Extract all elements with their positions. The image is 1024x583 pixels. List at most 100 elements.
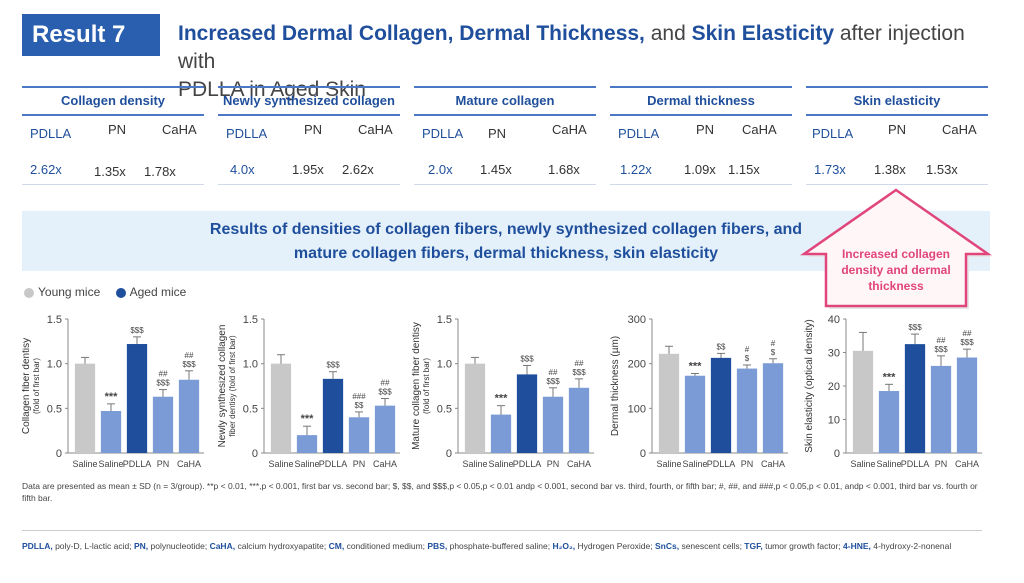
significance-label: *** xyxy=(105,391,119,403)
result-badge: Result 7 xyxy=(22,14,160,56)
x-tick-label: PN xyxy=(353,459,366,469)
significance-label: ## xyxy=(963,329,972,338)
chart-legend: Young mice Aged mice xyxy=(24,285,186,299)
banner-line-1: Results of densities of collagen fibers,… xyxy=(209,221,803,238)
metric-label-pdlla: PDLLA xyxy=(618,126,660,141)
title-text-2: after injection with xyxy=(178,22,965,73)
y-tick-label: 1.0 xyxy=(243,359,258,371)
y-axis-label: (fold of first bar) xyxy=(422,358,431,414)
y-tick-label: 0.5 xyxy=(47,403,62,415)
x-tick-label: Saline xyxy=(488,459,513,469)
significance-label: $$$ xyxy=(520,354,534,363)
metric-label-pn: PN xyxy=(696,122,715,137)
y-tick-label: 0.5 xyxy=(243,403,258,415)
metric-label-pn: PN xyxy=(304,122,323,137)
metric-label-caha: CaHA xyxy=(162,122,197,137)
metric-dermal-thickness: Dermal thickness PDLLA PN CaHA 1.22x 1.09x 1… xyxy=(610,86,792,185)
abbr-definition: calcium hydroxyapatite; xyxy=(235,541,329,551)
metric-new-collagen: Newly synthesized collagen PDLLA PN CaHA 4… xyxy=(218,86,400,185)
significance-label: ## xyxy=(185,351,194,360)
bar-4 xyxy=(152,396,174,453)
bar-1 xyxy=(270,363,292,453)
significance-label: $ xyxy=(745,354,750,363)
legend-aged-label: Aged mice xyxy=(129,285,187,299)
bar-chart-5: 0 10 20 30 40 Skin elasticity (optical densit… xyxy=(804,314,982,469)
metric-value-pn: 1.95x xyxy=(292,162,324,177)
x-tick-label: PDLLA xyxy=(123,459,152,469)
abbr-definition: polynucleotide; xyxy=(148,541,210,551)
bar-5 xyxy=(374,405,396,453)
bar-4 xyxy=(736,368,758,453)
significance-label: $$$ xyxy=(130,326,144,335)
x-tick-label: Saline xyxy=(98,459,123,469)
metric-value-caha: 1.78x xyxy=(144,164,176,179)
significance-label: $$$ xyxy=(378,388,392,397)
bar-3 xyxy=(904,344,926,453)
x-tick-label: PDLLA xyxy=(707,459,736,469)
metric-value-caha: 2.62x xyxy=(342,162,374,177)
callout-arrow: Increased collagen density and dermal th… xyxy=(800,188,992,309)
abbr-term: 4-HNE, xyxy=(843,541,871,551)
metric-title: Mature collagen xyxy=(414,86,596,116)
metric-value-caha: 1.68x xyxy=(548,162,580,177)
metric-value-pn: 1.45x xyxy=(480,162,512,177)
y-axis-label: Newly synthesized collagen xyxy=(218,325,228,448)
bar-5 xyxy=(178,379,200,453)
bar-1 xyxy=(74,363,96,453)
bar-5 xyxy=(956,357,978,453)
bar-4 xyxy=(348,417,370,453)
bar-1 xyxy=(464,363,486,453)
abbr-term: TGF, xyxy=(744,541,763,551)
metric-value-pdlla: 1.73x xyxy=(814,162,846,177)
legend-aged-swatch xyxy=(115,287,126,298)
metric-skin-elasticity: Skin elasticity PDLLA PN CaHA 1.73x 1.38x 1.… xyxy=(806,86,988,185)
x-tick-label: CaHA xyxy=(177,459,201,469)
x-tick-label: PDLLA xyxy=(513,459,542,469)
abbr-term: CM, xyxy=(328,541,345,551)
x-tick-label: CaHA xyxy=(373,459,397,469)
bar-2 xyxy=(296,435,318,453)
significance-label: *** xyxy=(301,413,315,425)
metric-value-pdlla: 4.0x xyxy=(230,162,255,177)
significance-label: $$$ xyxy=(934,345,948,354)
metric-title: Skin elasticity xyxy=(806,86,988,116)
x-tick-label: PDLLA xyxy=(319,459,348,469)
x-tick-label: Saline xyxy=(462,459,487,469)
significance-label: $$$ xyxy=(546,377,560,386)
y-tick-label: 0 xyxy=(834,448,840,460)
y-tick-label: 1.0 xyxy=(47,359,62,371)
metric-value-caha: 1.53x xyxy=(926,162,958,177)
metric-label-pn: PN xyxy=(888,122,907,137)
bar-2 xyxy=(684,375,706,453)
y-tick-label: 1.0 xyxy=(437,359,452,371)
y-axis-label: Collagen fiber dentisy xyxy=(22,338,32,434)
x-tick-label: PN xyxy=(935,459,948,469)
abbr-term: PDLLA, xyxy=(22,541,53,551)
page-title: Increased Dermal Collagen, Dermal Thickn… xyxy=(178,20,998,104)
abbr-definition: phosphate-buffered saline; xyxy=(447,541,553,551)
x-tick-label: Saline xyxy=(876,459,901,469)
metric-label-pdlla: PDLLA xyxy=(422,126,464,141)
x-tick-label: Saline xyxy=(850,459,875,469)
y-tick-label: 0.5 xyxy=(437,403,452,415)
significance-label: $$$ xyxy=(326,361,340,370)
x-tick-label: CaHA xyxy=(761,459,785,469)
abbr-definition: poly-D, L-lactic acid; xyxy=(52,541,134,551)
metric-mature-collagen: Mature collagen PDLLA PN CaHA 2.0x 1.45x 1.6… xyxy=(414,86,596,185)
significance-label: # xyxy=(745,345,750,354)
bar-chart-4: 0 100 200 300 Dermal thickness (µm) Saline ***… xyxy=(610,314,788,469)
significance-label: ## xyxy=(381,379,390,388)
significance-label: $$ xyxy=(717,342,726,351)
y-tick-label: 100 xyxy=(628,403,646,415)
bar-4 xyxy=(930,365,952,453)
x-tick-label: Saline xyxy=(656,459,681,469)
significance-label: *** xyxy=(883,371,897,383)
y-tick-label: 0 xyxy=(446,448,452,460)
y-tick-label: 10 xyxy=(828,415,840,427)
title-line-2: PDLLA in Aged Skin xyxy=(178,78,366,101)
metric-value-pdlla: 2.0x xyxy=(428,162,453,177)
callout-text-3: thickness xyxy=(868,279,924,293)
metric-title: Collagen density xyxy=(22,86,204,116)
significance-label: ## xyxy=(575,359,584,368)
y-tick-label: 1.5 xyxy=(47,314,62,326)
